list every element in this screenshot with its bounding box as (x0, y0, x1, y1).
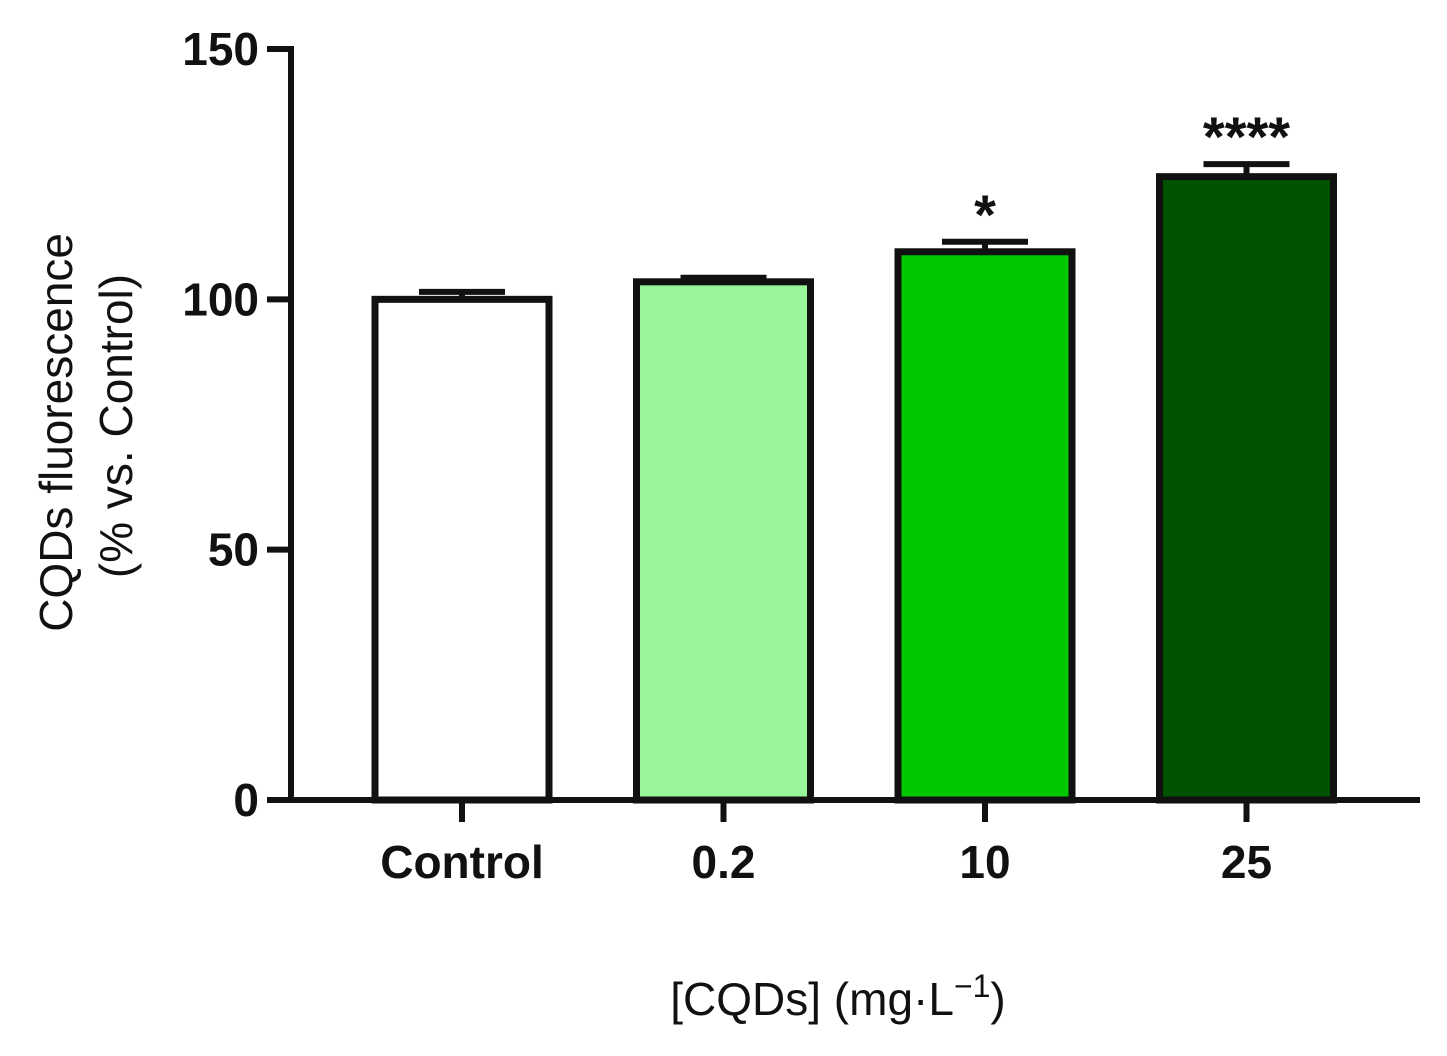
x-axis-title-close: ) (990, 973, 1005, 1025)
y-tick-label-0: 0 (233, 774, 259, 826)
bar-0 (371, 295, 553, 804)
bars-layer (371, 161, 1337, 804)
x-tick-label-0: Control (380, 836, 544, 888)
significance-2: * (974, 183, 996, 246)
y-axis-title: CQDs fluorescence (% vs. Control) (30, 220, 142, 632)
x-axis-title: [CQDs] (mg·L−1) (670, 968, 1006, 1025)
y-tick-label-1: 50 (208, 524, 259, 576)
significance-3: **** (1203, 105, 1290, 168)
bar-1 (633, 278, 814, 804)
y-tick-label-3: 150 (182, 23, 259, 75)
x-axis-title-main: [CQDs] (mg·L (670, 973, 954, 1025)
x-tick-label-2: 10 (959, 836, 1010, 888)
y-axis-title-line2: (% vs. Control) (90, 274, 142, 578)
labels-layer: Control 0.2 * 10 **** 25 0 50 100 150 (182, 23, 1290, 888)
x-tick-label-3: 25 (1221, 836, 1272, 888)
y-tick-label-2: 100 (182, 273, 259, 325)
bar-2 (894, 248, 1076, 804)
y-axis-title-line1: CQDs fluorescence (30, 233, 82, 632)
axes-layer (267, 46, 1420, 822)
x-axis-title-superscript: −1 (954, 968, 990, 1004)
bar-3 (1156, 173, 1337, 804)
x-tick-label-1: 0.2 (692, 836, 756, 888)
